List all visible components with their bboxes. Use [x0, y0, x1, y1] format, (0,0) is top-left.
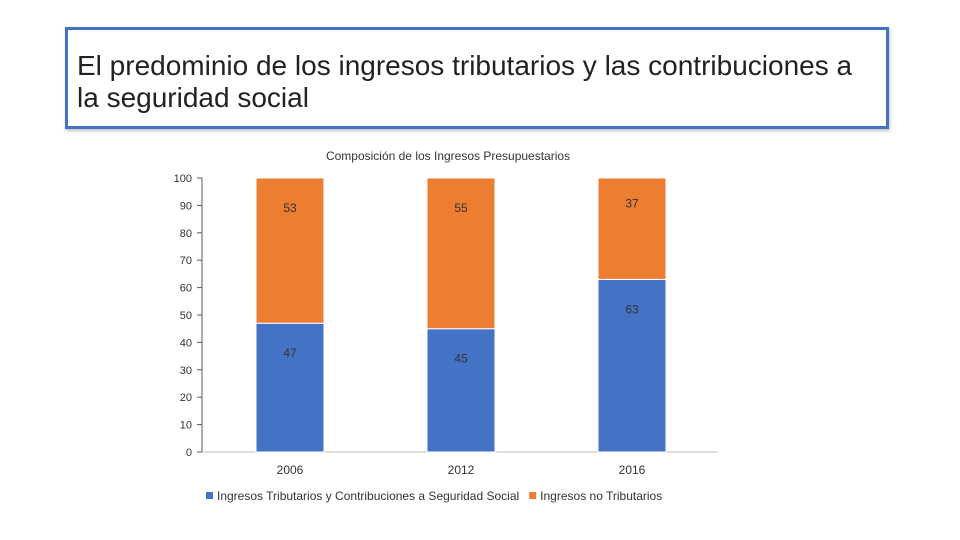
y-tick-label: 60 — [180, 283, 192, 295]
x-axis-categories: 2006 2012 2016 — [277, 463, 646, 477]
legend-label-series-1: Ingresos Tributarios y Contribuciones a … — [217, 489, 519, 503]
bar-2016-series-1 — [597, 278, 667, 453]
bar-2006-series-1 — [255, 322, 325, 453]
y-tick-label: 80 — [180, 228, 192, 240]
slide-title-box: El predominio de los ingresos tributario… — [65, 27, 889, 129]
data-label-2006-series-1: 47 — [283, 346, 297, 360]
category-label: 2016 — [619, 463, 646, 477]
y-tick-label: 90 — [180, 200, 192, 212]
y-tick-label: 0 — [186, 447, 192, 459]
bar-2012-series-1 — [426, 328, 496, 453]
y-tick-label: 50 — [180, 310, 192, 322]
legend: Ingresos Tributarios y Contribuciones a … — [206, 489, 662, 503]
y-tick-label: 100 — [174, 173, 192, 185]
legend-swatch-series-1 — [206, 492, 213, 499]
data-label-2012-series-2: 55 — [454, 201, 468, 215]
category-label: 2012 — [448, 463, 475, 477]
bar-2016-series-2 — [597, 177, 667, 280]
bar-2012-series-2 — [426, 177, 496, 330]
data-label-2016-series-2: 37 — [625, 196, 639, 210]
y-tick-label: 10 — [180, 420, 192, 432]
data-label-2006-series-2: 53 — [283, 201, 297, 215]
data-label-2016-series-1: 63 — [625, 302, 639, 316]
data-label-2012-series-1: 45 — [454, 352, 468, 366]
slide-title: El predominio de los ingresos tributario… — [77, 50, 853, 113]
bar-2006-series-2 — [255, 177, 325, 324]
y-tick-label: 30 — [180, 365, 192, 377]
data-labels: 47 53 45 55 63 37 — [283, 196, 639, 365]
category-label: 2006 — [277, 463, 304, 477]
bars — [255, 177, 667, 453]
legend-swatch-series-2 — [529, 492, 537, 499]
chart-title: Composición de los Ingresos Presupuestar… — [326, 149, 570, 163]
y-tick-label: 20 — [180, 392, 192, 404]
y-tick-label: 70 — [180, 255, 192, 267]
y-tick-label: 40 — [180, 337, 192, 349]
legend-label-series-2: Ingresos no Tributarios — [540, 489, 662, 503]
